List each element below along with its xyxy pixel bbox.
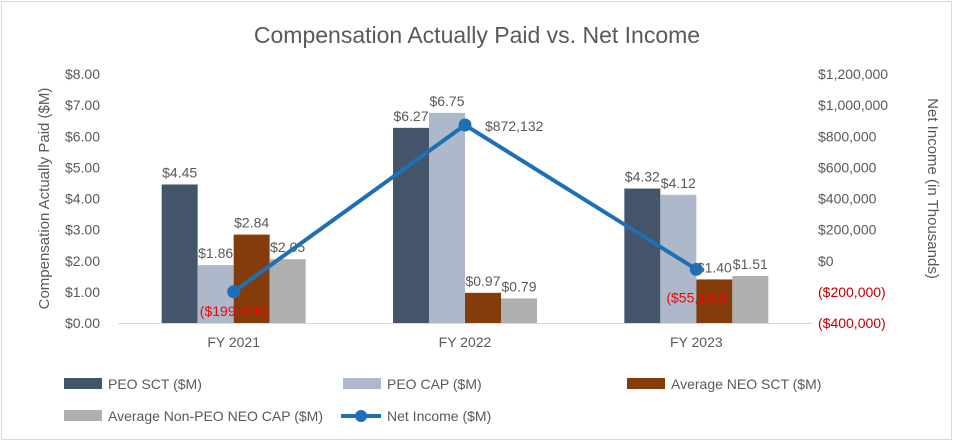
bar-data-label: $2.84 xyxy=(234,215,269,231)
y-tick-label: $3.00 xyxy=(65,222,100,238)
y-tick-label: $6.00 xyxy=(65,128,100,144)
y-tick-label: $8.00 xyxy=(65,66,100,82)
net-income-point xyxy=(458,118,472,132)
line-data-label: $872,132 xyxy=(485,118,544,134)
y-tick-label: $1.00 xyxy=(65,284,100,300)
net-income-point xyxy=(227,285,241,299)
legend-label: Average NEO SCT ($M) xyxy=(671,376,821,392)
bar-data-label: $6.27 xyxy=(393,108,428,124)
bar-data-label: $4.12 xyxy=(661,175,696,191)
bar-data-label: $2.05 xyxy=(270,239,305,255)
x-tick-label: FY 2021 xyxy=(207,334,260,350)
y2-tick-label: ($200,000) xyxy=(818,284,886,300)
y-tick-label: $5.00 xyxy=(65,159,100,175)
bar-series-1-fy-2022 xyxy=(393,127,429,323)
bar-data-label: $4.45 xyxy=(162,164,197,180)
y-tick-label: $2.00 xyxy=(65,253,100,269)
bar-data-label: $1.51 xyxy=(733,256,768,272)
x-tick-label: FY 2023 xyxy=(670,334,723,350)
y-tick-label: $7.00 xyxy=(65,97,100,113)
bar-data-label: $0.79 xyxy=(501,278,536,294)
legend-line-marker xyxy=(355,410,367,422)
bar-series-1-fy-2023 xyxy=(624,188,661,323)
bar-series-4-fy-2023 xyxy=(732,276,769,323)
legend-label: Net Income ($M) xyxy=(387,408,491,424)
y2-tick-label: $1,000,000 xyxy=(818,97,888,113)
line-data-label: ($199,426) xyxy=(200,303,268,319)
bar-series-3-fy-2023 xyxy=(696,279,733,323)
y2-tick-label: $1,200,000 xyxy=(818,66,888,82)
bar-series-1-fy-2021 xyxy=(161,184,198,323)
y2-axis-title: Net Income (in Thousands) xyxy=(924,98,941,279)
legend-label: Average Non-PEO NEO CAP ($M) xyxy=(108,408,323,424)
bar-series-4-fy-2021 xyxy=(269,259,306,323)
chart-title: Compensation Actually Paid vs. Net Incom… xyxy=(254,22,700,48)
bar-series-3-fy-2022 xyxy=(465,292,501,323)
x-tick-label: FY 2022 xyxy=(439,334,492,350)
bar-data-label: $1.86 xyxy=(198,245,233,261)
line-data-label: ($55,193) xyxy=(666,289,726,305)
y-tick-label: $0.00 xyxy=(65,315,100,331)
legend-label: PEO SCT ($M) xyxy=(108,376,202,392)
y2-tick-label: $800,000 xyxy=(818,128,877,144)
bar-series-2-fy-2022 xyxy=(429,112,465,323)
bar-data-label: $0.97 xyxy=(465,273,500,289)
legend-swatch-3 xyxy=(627,378,665,389)
legend-swatch-1 xyxy=(64,378,102,389)
y-tick-label: $4.00 xyxy=(65,191,100,207)
legend-swatch-4 xyxy=(64,410,102,421)
legend-swatch-2 xyxy=(343,378,381,389)
y2-tick-label: $600,000 xyxy=(818,159,877,175)
bar-series-4-fy-2022 xyxy=(501,298,537,323)
y2-tick-label: $0 xyxy=(818,253,834,269)
bar-data-label: $6.75 xyxy=(429,93,464,109)
bar-data-label: $4.32 xyxy=(625,169,660,185)
y2-tick-label: ($400,000) xyxy=(818,315,886,331)
y-axis-title: Compensation Actually Paid ($M) xyxy=(36,88,53,310)
legend-label: PEO CAP ($M) xyxy=(387,376,482,392)
y2-tick-label: $400,000 xyxy=(818,191,877,207)
y2-tick-label: $200,000 xyxy=(818,222,877,238)
bar-data-label: $1.40 xyxy=(697,259,732,275)
net-income-point xyxy=(689,262,703,276)
